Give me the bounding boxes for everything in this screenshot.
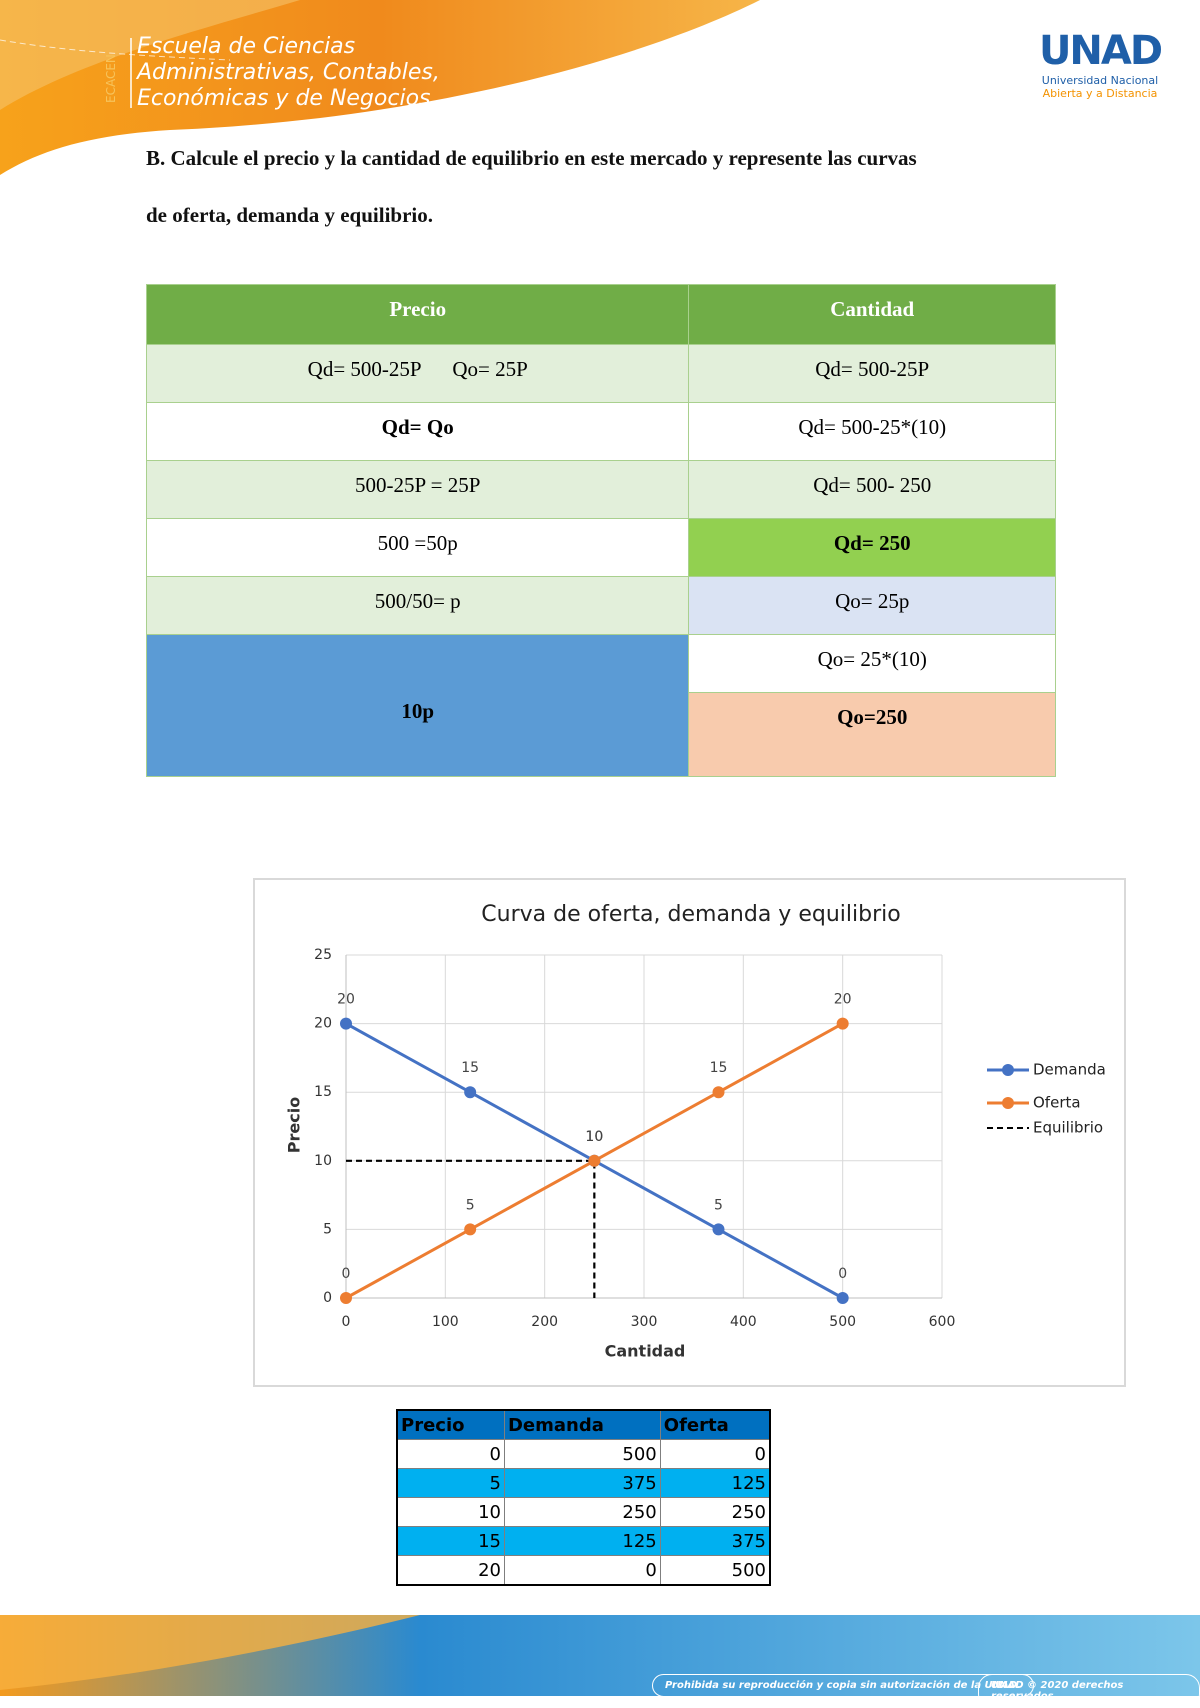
cell: 5 bbox=[396, 1468, 505, 1498]
footer-banner bbox=[0, 1615, 1200, 1696]
cell: 500 bbox=[659, 1555, 771, 1586]
footer-note: Prohibida su reproducción y copia sin au… bbox=[652, 1674, 1034, 1697]
cell: 15 bbox=[396, 1526, 505, 1556]
question: de oferta, demanda y equilibrio. bbox=[146, 203, 433, 227]
y-tick-label: 10 bbox=[314, 1153, 332, 1169]
cell: Qd= 500-25P Qo= 25P bbox=[145, 344, 690, 403]
data-label: 15 bbox=[461, 1060, 479, 1076]
y-tick-label: 20 bbox=[314, 1016, 332, 1032]
school-line: Económicas y de Negocios bbox=[137, 86, 431, 111]
cell: 375 bbox=[659, 1526, 771, 1556]
cell: 125 bbox=[503, 1526, 661, 1556]
data-label: 5 bbox=[714, 1197, 723, 1213]
cell: 375 bbox=[503, 1468, 661, 1498]
data-label: 5 bbox=[466, 1197, 475, 1213]
header-cell: Precio bbox=[145, 284, 690, 345]
cell: 500 =50p bbox=[145, 518, 690, 577]
chart: Curva de oferta, demanda y equilibrio Ca… bbox=[253, 878, 1126, 1387]
cell: Qd= 500- 250 bbox=[688, 460, 1056, 519]
logo-sub: Universidad Nacional bbox=[1041, 74, 1159, 87]
y-tick-label: 0 bbox=[323, 1290, 332, 1306]
data-point bbox=[712, 1086, 725, 1099]
x-tick-label: 300 bbox=[631, 1314, 658, 1330]
x-tick-label: 100 bbox=[432, 1314, 459, 1330]
data-point bbox=[340, 1017, 352, 1030]
data-label: 0 bbox=[342, 1266, 351, 1282]
side-label: ECACEN bbox=[104, 54, 118, 104]
x-tick-label: 0 bbox=[342, 1314, 351, 1330]
x-tick-label: 400 bbox=[730, 1314, 757, 1330]
data-point bbox=[836, 1017, 849, 1030]
cell: 20 bbox=[396, 1555, 505, 1586]
logo: UNAD Universidad Nacional Abierta y a Di… bbox=[1030, 28, 1170, 100]
x-tick-label: 500 bbox=[829, 1314, 856, 1330]
cell: 0 bbox=[659, 1439, 771, 1469]
header-row: Precio Demanda Oferta bbox=[396, 1409, 771, 1440]
x-tick-label: 600 bbox=[929, 1314, 956, 1330]
data-point bbox=[464, 1223, 477, 1236]
y-tick-label: 5 bbox=[323, 1221, 332, 1237]
chart-title: Curva de oferta, demanda y equilibrio bbox=[481, 902, 900, 927]
header-cell: Cantidad bbox=[688, 284, 1056, 345]
cell: 10p bbox=[145, 634, 690, 777]
cell: 500 bbox=[503, 1439, 661, 1469]
header-banner bbox=[0, 0, 760, 175]
series-line bbox=[346, 1159, 596, 1298]
logo-sub: Abierta y a Distancia bbox=[1042, 87, 1158, 100]
data-point bbox=[588, 1154, 601, 1167]
cell: Qd= Qo bbox=[145, 402, 690, 461]
cell: 0 bbox=[396, 1439, 505, 1469]
header-cell: Demanda bbox=[503, 1409, 661, 1440]
row: 10 250 250 bbox=[396, 1497, 771, 1527]
row: 20 0 500 bbox=[396, 1555, 771, 1586]
y-axis-label: Precio bbox=[285, 1097, 304, 1153]
cell: 500-25P = 25P bbox=[145, 460, 690, 519]
cell: Qd= 500-25*(10) bbox=[688, 402, 1056, 461]
row: 15 125 375 bbox=[396, 1526, 771, 1556]
y-tick-label: 25 bbox=[314, 947, 332, 963]
data-table: Precio Demanda Oferta 0 500 0 5 375 125 10 250 250 1… bbox=[396, 1409, 771, 1586]
footer-note: UNAD © 2020 derechos reservados. bbox=[978, 1674, 1200, 1708]
cell: Qo= 25*(10) bbox=[688, 634, 1056, 693]
header-cell: Precio bbox=[396, 1409, 505, 1440]
cell: 250 bbox=[659, 1497, 771, 1527]
cell: Qd= 250 bbox=[688, 518, 1056, 577]
data-label: 10 bbox=[585, 1129, 603, 1145]
school-line: Escuela de Ciencias bbox=[137, 34, 356, 59]
legend-marker bbox=[1002, 1064, 1014, 1076]
school-name: Escuela de Ciencias Administrativas, Con… bbox=[137, 34, 440, 112]
cell: 500/50= p bbox=[145, 576, 690, 635]
logo-text: UNAD bbox=[1038, 28, 1163, 74]
header-cell: Oferta bbox=[659, 1409, 771, 1440]
legend-label: Equilibrio bbox=[1033, 1119, 1103, 1137]
x-tick-label: 200 bbox=[531, 1314, 558, 1330]
data-point bbox=[836, 1292, 849, 1304]
cell: 125 bbox=[659, 1468, 771, 1498]
data-point bbox=[464, 1086, 477, 1099]
cell: Qo= 25p bbox=[688, 576, 1056, 635]
legend-label: Demanda bbox=[1033, 1061, 1106, 1079]
data-label: 15 bbox=[710, 1060, 728, 1076]
data-label: 0 bbox=[838, 1266, 847, 1282]
x-axis-label: Cantidad bbox=[605, 1342, 686, 1361]
cell: 0 bbox=[503, 1555, 661, 1586]
cell: Qd= 500-25P bbox=[688, 344, 1056, 403]
data-point bbox=[712, 1223, 725, 1236]
school-line: Administrativas, Contables, bbox=[137, 60, 440, 85]
y-tick-label: 15 bbox=[314, 1084, 332, 1100]
data-label: 20 bbox=[834, 992, 852, 1008]
calc-table: Precio Cantidad Qd= 500-25P Qo= 25P Qd= 50… bbox=[145, 284, 1056, 777]
row: 0 500 0 bbox=[396, 1439, 771, 1469]
row: 5 375 125 bbox=[396, 1468, 771, 1498]
data-label: 10 bbox=[585, 1129, 603, 1145]
cell: 250 bbox=[503, 1497, 661, 1527]
cell: 10 bbox=[396, 1497, 505, 1527]
legend-label: Oferta bbox=[1033, 1094, 1081, 1112]
cell: Qo=250 bbox=[688, 692, 1056, 777]
legend-marker bbox=[1002, 1097, 1014, 1109]
question: B. Calcule el precio y la cantidad de eq… bbox=[146, 146, 917, 170]
data-label: 20 bbox=[337, 992, 355, 1008]
data-point bbox=[340, 1292, 352, 1304]
